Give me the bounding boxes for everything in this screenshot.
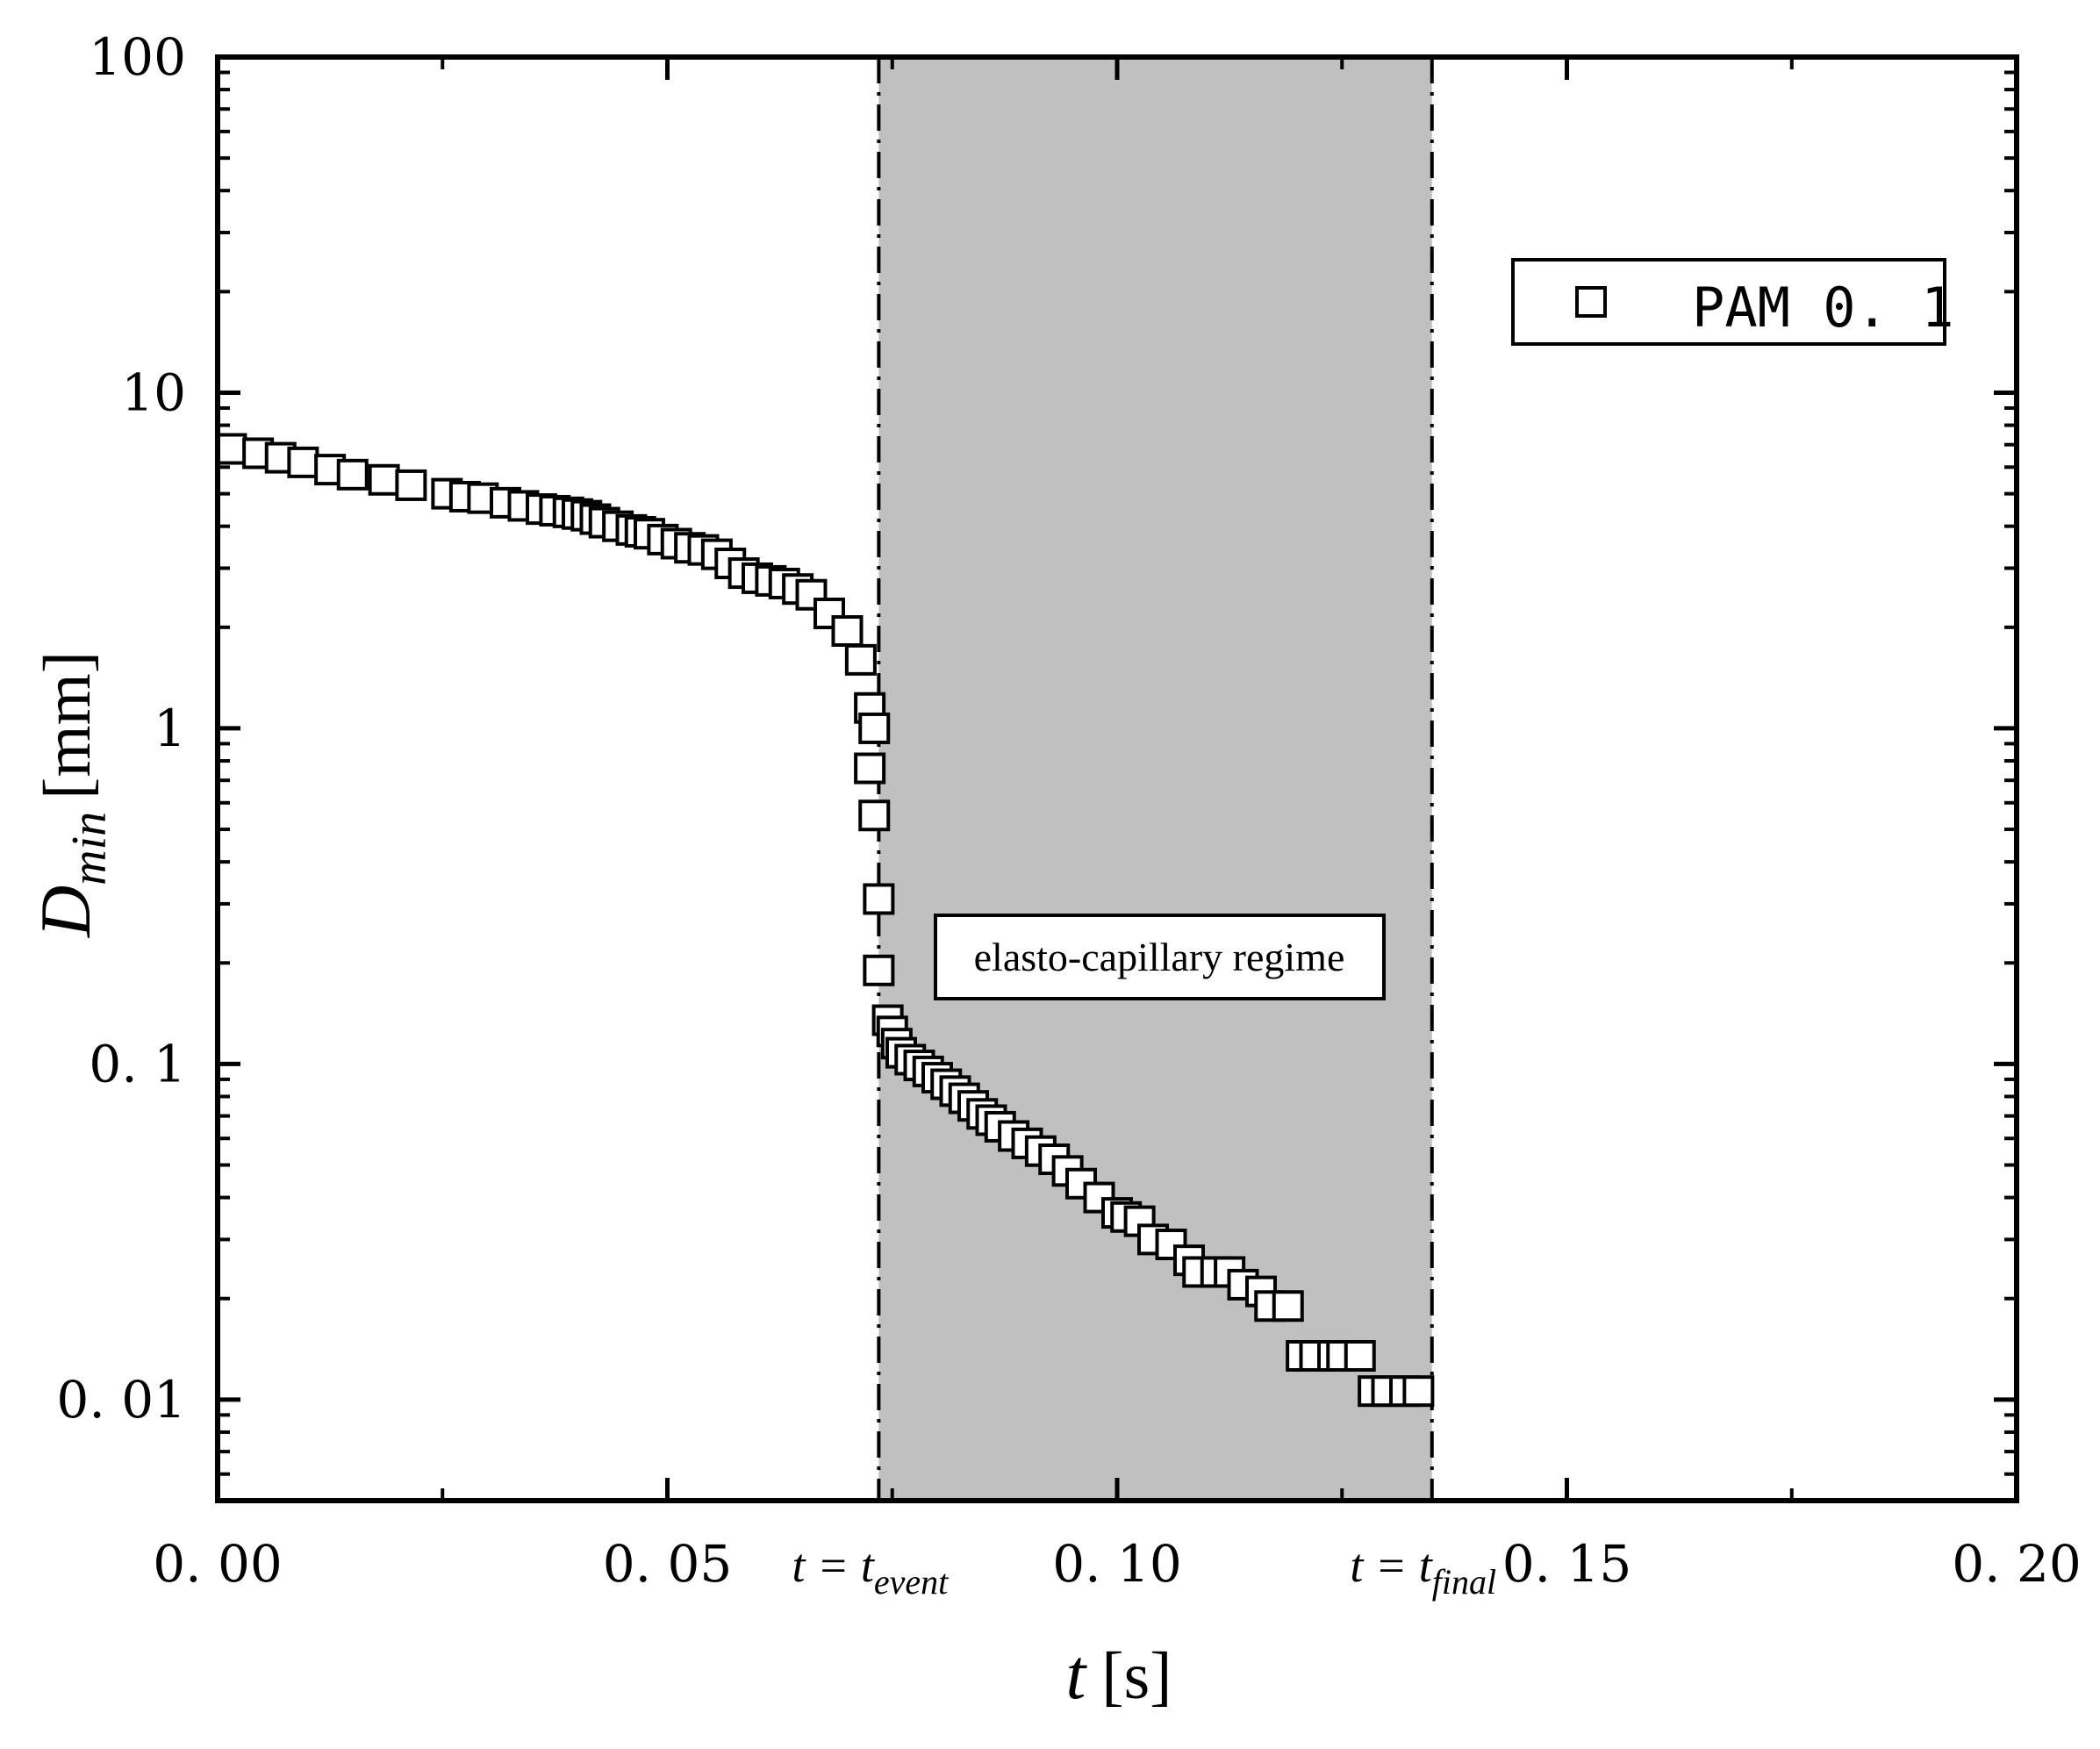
vline-label-final: t = tfinal bbox=[1350, 1539, 1496, 1602]
shaded-region-layer bbox=[878, 57, 1432, 1501]
data-point bbox=[1344, 1340, 1376, 1373]
data-point bbox=[854, 752, 886, 785]
vline-label-event: t = tevent bbox=[792, 1539, 949, 1602]
data-point bbox=[858, 712, 891, 744]
annotation-elasto-capillary: elasto-capillary regime bbox=[934, 914, 1386, 1000]
data-point bbox=[1272, 1290, 1304, 1323]
x-tick-label: 0. 15 bbox=[1502, 1534, 1632, 1594]
x-tick-label: 0. 10 bbox=[1052, 1534, 1182, 1594]
shaded-region-elasto-capillary bbox=[878, 57, 1432, 1501]
data-point bbox=[858, 799, 891, 832]
x-tick-label: 0. 00 bbox=[153, 1534, 283, 1594]
data-point bbox=[795, 578, 828, 611]
y-tick-label: 1 bbox=[154, 699, 186, 758]
data-point bbox=[863, 954, 895, 986]
annotation-text: elasto-capillary regime bbox=[974, 935, 1345, 979]
x-axis-title: t [s] bbox=[1066, 1634, 1172, 1714]
legend-marker-open-square-icon bbox=[1575, 286, 1607, 318]
plot-frame bbox=[215, 54, 2019, 1503]
legend: PAM 0. 1 bbox=[1511, 258, 1954, 346]
data-point bbox=[395, 469, 427, 501]
data-point bbox=[368, 463, 400, 496]
data-point bbox=[1402, 1375, 1435, 1408]
x-tick-label: 0. 05 bbox=[603, 1534, 733, 1594]
y-tick-label: 0. 1 bbox=[89, 1034, 186, 1093]
y-tick-label: 0. 01 bbox=[56, 1370, 186, 1430]
data-point bbox=[336, 458, 369, 491]
data-point bbox=[844, 643, 877, 676]
data-point bbox=[863, 883, 895, 915]
data-point bbox=[215, 433, 247, 465]
x-tick-label: 0. 20 bbox=[1952, 1534, 2082, 1594]
legend-label: PAM 0. 1 bbox=[1692, 276, 1954, 340]
data-points bbox=[215, 433, 1435, 1408]
y-tick-label: 10 bbox=[121, 362, 186, 422]
y-axis-title: Dmin[mm] bbox=[25, 651, 117, 938]
data-point bbox=[287, 446, 319, 478]
y-tick-label: 100 bbox=[89, 27, 186, 87]
data-point bbox=[831, 615, 864, 648]
labels-layer: 0. 00 0. 05 0. 10 0. 15 0. 20 0. 01 0. 1 1 10 100… bbox=[25, 27, 2082, 1714]
